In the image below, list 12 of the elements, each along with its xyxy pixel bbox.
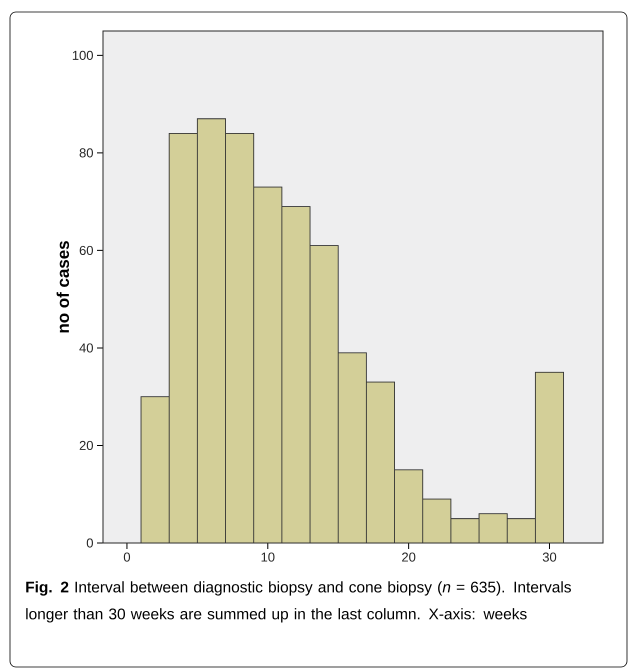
text: Fig. 2 Interval between diagnostic biopsy and cone biopsy (n = 635). Intervals longer than 30 weeks are summed up in the last column. X-axis: weeks [26,581,571,622]
x-tick-label: 10 [262,552,274,562]
y-tick-label: 20 [80,440,93,450]
y-tick-label: 100 [72,50,93,60]
y-tick-label: 40 [79,343,93,353]
y-tick-label: 80 [80,148,93,158]
x-tick-label: 20 [402,552,416,562]
y-tick-label: 0 [86,538,93,548]
y-axis-title: no of cases [56,241,70,332]
x-tick-label: 0 [124,552,130,562]
x-tick-label: 30 [542,552,556,562]
y-tick-label: 60 [80,246,93,256]
